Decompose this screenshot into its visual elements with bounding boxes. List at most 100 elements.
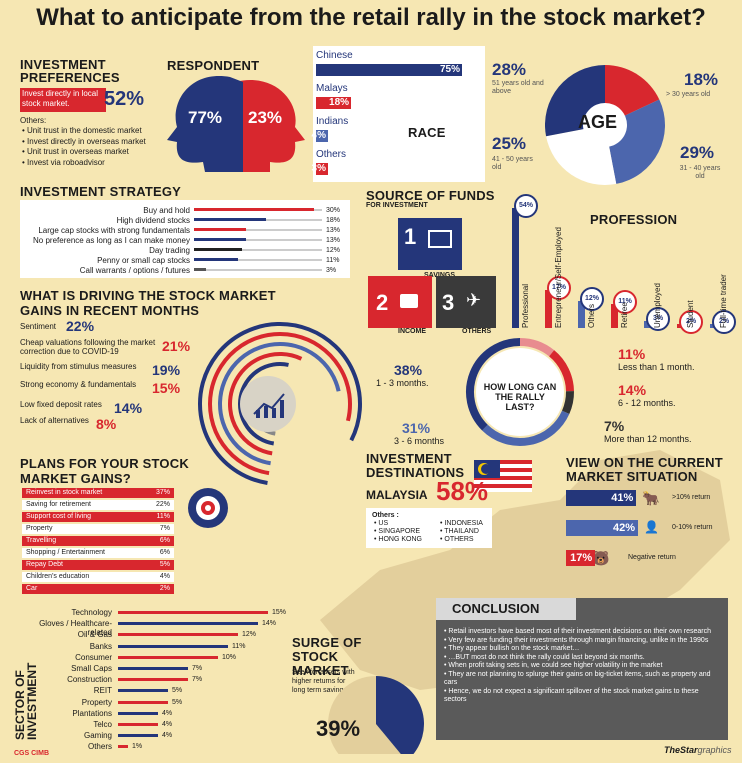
strategy-label: Buy and hold [143,206,190,215]
sector-bar [118,667,188,670]
destinations-heading: INVESTMENT DESTINATIONS [366,451,465,480]
rally-label: 6 - 12 months. [618,398,676,408]
rally-pct: 14% [618,382,647,398]
brand-suffix: graphics [697,745,732,755]
surge-text: Seek for assets with higher returns for … [292,669,355,694]
age-slice-pct: 29% [680,143,715,162]
surge-pct: 39% [316,716,361,741]
strategy-bar [194,208,314,211]
race-bar: 4% [312,130,328,142]
plans-label: Car [26,585,38,592]
profession-pct-badge: 54% [514,194,538,218]
profession-pct-badge: 17% [547,276,571,301]
sector-label: Consumer [75,652,112,662]
plans-label: Support cost of living [26,513,91,520]
sector-label: Small Caps [71,664,112,673]
strategy-pct: 12% [326,247,341,254]
rally-pct: 7% [604,418,625,434]
strategy-track [194,239,322,241]
race-heading: RACE [408,125,446,140]
driving-heading: WHAT IS DRIVING THE STOCK MARKET GAINS I… [20,288,276,318]
plane-icon: ✈ [466,290,482,310]
plans-row: Repay Debt 5% [22,560,174,570]
sector-bar [118,723,158,726]
rally-donut-chart [466,338,574,446]
sector-heading-wrap: SECTOR OF INVESTMENT [13,640,39,750]
rally-heading: HOW LONG CAN THE RALLY LAST? [483,382,557,412]
strategy-bar [194,268,206,271]
plans-pct: 7% [159,525,170,532]
plans-label: Shopping / Entertainment [26,549,105,556]
sector-pct: 5% [172,687,183,695]
person-icon: 👤 [644,520,659,534]
driving-ring [198,322,362,485]
strategy-pct: 13% [326,237,341,244]
sector-label: Gaming [83,731,112,741]
profession-label: Student [686,300,695,328]
strategy-pct: 18% [326,217,341,224]
strategy-bar [194,248,242,251]
sector-pct: 14% [262,620,277,628]
rally-label: Less than 1 month. [618,362,695,372]
profession-label: Professional [521,283,530,328]
strategy-pct: 13% [326,227,341,234]
profession-bar [545,290,552,328]
strategy-bar [194,258,238,261]
sector-pct: 4% [162,732,173,740]
view-bar: 41% [566,490,637,506]
sector-pct: 10% [222,653,237,661]
sector-pct: 11% [232,642,246,650]
sector-label: Technology [71,608,112,617]
profession-label: Others [587,303,596,328]
view-pct: 41% [611,492,634,504]
driving-label: Liquidity from stimulus measures [20,362,137,371]
driving-pct: 22% [66,318,95,334]
strategy-pct: 11% [326,257,340,264]
driving-pct: 21% [162,338,191,354]
plans-pct: 6% [159,537,170,544]
plans-row: Travelling 6% [22,536,174,546]
list-item: • Unit trust in overseas market [22,147,129,156]
rally-segment [561,391,574,415]
rally-segment [482,410,570,446]
plans-label: Travelling [26,537,57,544]
sector-bar [118,734,158,738]
profession-bar [611,303,618,328]
driving-ring [208,332,352,476]
sector-pct: 15% [272,609,287,616]
target-icon [188,488,228,528]
rally-pct: 38% [394,362,423,378]
profession-label: Unemployed [653,283,662,328]
sector-label: Property [81,697,112,707]
profession-label: Retiree [620,302,629,328]
strategy-pct: 30% [326,207,341,214]
strategy-label: Call warrants / options / futures [79,266,190,275]
sector-pct: 4% [162,721,173,728]
strategy-label: High dividend stocks [116,216,190,225]
male-pct: 77% [188,108,223,127]
sector-pct: 12% [242,631,257,639]
list-item: • THAILAND [440,528,479,535]
malaysia-flag-icon [474,460,532,492]
list-item: • Hence, we do not expect a significant … [444,687,699,704]
sector-bar [118,689,168,693]
sector-pct: 7% [192,665,203,672]
sector-bar [118,678,188,682]
driving-label: Sentiment [20,322,57,331]
plans-row: Reinvest in stock market 37% [22,488,174,498]
plans-label: Saving for retirement [26,501,91,508]
funds-subheading: FOR INVESTMENT [366,202,428,209]
direct-invest-label: Invest directly in local stock market. [20,88,106,112]
race-pct: 75% [439,64,460,75]
sector-label: Oil & Gas [77,630,112,640]
page-title: What to anticipate from the retail rally… [36,4,706,31]
funds-label: SAVINGS [424,272,455,279]
sector-pct: 7% [192,676,203,684]
profession-label: Entrepreneur/Self-Employed [554,227,563,328]
profession-pct-badge: 2% [679,309,703,334]
strategy-label: Day trading [149,246,190,255]
funds-heading: SOURCE OF FUNDS [366,188,495,203]
list-item: • Invest via roboadvisor [22,157,105,167]
sector-label: REIT [93,686,112,696]
conclusion-tab [436,598,576,620]
